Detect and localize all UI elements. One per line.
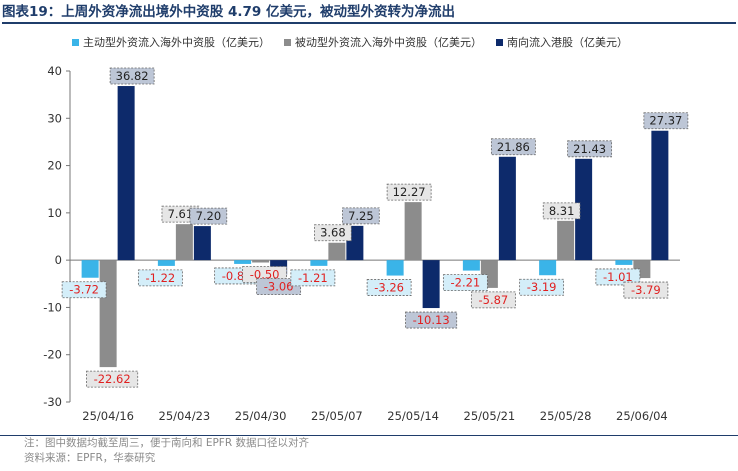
data-label-southbound: 7.20	[196, 209, 222, 223]
data-label-box-active	[595, 268, 641, 286]
x-tick-label: 25/05/14	[387, 409, 439, 423]
data-label-passive: 7.61	[168, 207, 194, 221]
bar-passive	[404, 202, 422, 261]
bar-passive	[328, 242, 346, 261]
data-label-box-passive	[623, 281, 669, 299]
legend-swatch-active	[72, 38, 79, 46]
footer: 注：图中数据均截至周三，便于南向和 EPFR 数据口径以对齐 资料来源：EPFR…	[0, 435, 738, 466]
data-label-southbound: 27.37	[649, 114, 682, 128]
data-label-box-active	[61, 281, 107, 299]
data-label-southbound: 21.43	[573, 142, 606, 156]
legend-item-southbound: 南向流入港股（亿美元）	[496, 34, 628, 50]
data-label-box-passive	[542, 202, 581, 220]
data-label-southbound: -10.13	[413, 313, 450, 327]
bar-passive	[99, 260, 117, 368]
bar-active	[462, 260, 480, 271]
x-tick-label: 25/05/21	[464, 409, 516, 423]
source-note: 资料来源：EPFR，华泰研究	[24, 452, 156, 464]
data-label-southbound: 21.86	[497, 140, 530, 154]
data-label-active: -3.19	[527, 280, 557, 294]
data-label-active: -1.01	[603, 270, 633, 284]
data-label-southbound: 7.25	[348, 209, 374, 223]
chart-title: 图表19：上周外资净流出境外中资股 4.79 亿美元，被动型外资转为净流出	[2, 2, 736, 24]
x-tick-label: 25/05/28	[540, 409, 592, 423]
y-tick-label: 40	[47, 64, 62, 78]
data-label-box-passive	[386, 183, 432, 201]
legend-item-passive: 被动型外资流入海外中资股（亿美元）	[284, 34, 482, 50]
data-label-active: -1.22	[145, 271, 175, 285]
data-label-box-passive	[86, 370, 139, 388]
data-label-passive: 3.68	[320, 226, 346, 240]
data-label-passive: -3.79	[631, 283, 661, 297]
y-tick-label: -30	[43, 395, 62, 409]
data-label-active: -1.21	[298, 271, 328, 285]
legend-item-active: 主动型外资流入海外中资股（亿美元）	[72, 34, 270, 50]
data-label-box-southbound	[405, 311, 458, 329]
bar-passive	[175, 224, 193, 261]
bar-active	[234, 260, 252, 264]
bar-southbound	[651, 130, 669, 261]
data-label-passive: -22.62	[94, 372, 131, 386]
data-label-box-active	[290, 269, 336, 287]
bar-active	[310, 260, 328, 266]
data-label-southbound: 36.82	[116, 69, 149, 83]
data-label-southbound: -3.06	[264, 280, 294, 294]
legend-swatch-passive	[284, 38, 291, 46]
data-label-box-passive	[314, 224, 352, 242]
bar-southbound	[117, 86, 135, 261]
bar-southbound	[193, 226, 211, 261]
bar-southbound	[498, 156, 516, 261]
data-label-box-southbound	[256, 278, 302, 296]
bar-southbound	[422, 260, 440, 309]
legend-label-passive: 被动型外资流入海外中资股（亿美元）	[295, 36, 482, 49]
data-label-active: -3.72	[69, 283, 99, 297]
legend: 主动型外资流入海外中资股（亿美元） 被动型外资流入海外中资股（亿美元） 南向流入…	[72, 34, 642, 50]
bar-passive	[557, 220, 575, 261]
x-tick-label: 25/04/30	[235, 409, 287, 423]
y-tick-label: 20	[47, 159, 62, 173]
bar-active	[615, 260, 633, 265]
bar-active	[386, 260, 404, 276]
bar-active	[81, 260, 99, 278]
data-label-box-southbound	[643, 112, 689, 130]
bar-active	[539, 260, 557, 276]
data-label-box-active	[519, 278, 565, 296]
bar-active	[157, 260, 175, 266]
data-label-box-southbound	[567, 140, 613, 158]
y-tick-label: 10	[47, 206, 62, 220]
x-tick-label: 25/04/16	[82, 409, 134, 423]
data-label-box-active	[442, 274, 488, 291]
data-label-box-active	[366, 279, 412, 296]
bar-chart: -30 -20 -10 0 10 20 30 40 25/04/16 25/04/23 25/04/…	[43, 64, 689, 423]
legend-label-active: 主动型外资流入海外中资股（亿美元）	[83, 36, 270, 49]
data-label-box-southbound	[342, 207, 380, 225]
x-tick-label: 25/04/23	[159, 409, 211, 423]
data-label-passive: -5.87	[478, 293, 508, 307]
data-label-passive: 8.31	[549, 204, 575, 218]
x-tick-label: 25/05/07	[311, 409, 363, 423]
data-label-passive: -0.50	[250, 268, 280, 282]
data-label-passive: 12.27	[393, 185, 426, 199]
bar-southbound	[575, 158, 593, 261]
data-label-box-passive	[470, 291, 516, 309]
data-label-box-southbound	[109, 67, 155, 85]
y-tick-label: 30	[47, 111, 62, 125]
data-label-box-southbound	[490, 138, 536, 156]
y-tick-label: -20	[43, 348, 62, 362]
x-tick-label: 25/06/04	[616, 409, 668, 423]
bar-passive	[252, 260, 270, 263]
data-label-box-active	[137, 269, 183, 287]
data-label-box-southbound	[189, 207, 228, 225]
footnote: 注：图中数据均截至周三，便于南向和 EPFR 数据口径以对齐	[24, 437, 309, 449]
y-tick-label: 0	[55, 253, 62, 267]
data-label-active: -3.26	[374, 281, 404, 295]
data-label-active: -2.21	[450, 276, 480, 290]
y-tick-label: -10	[43, 300, 62, 314]
legend-swatch-southbound	[496, 38, 503, 46]
legend-label-southbound: 南向流入港股（亿美元）	[507, 36, 628, 49]
